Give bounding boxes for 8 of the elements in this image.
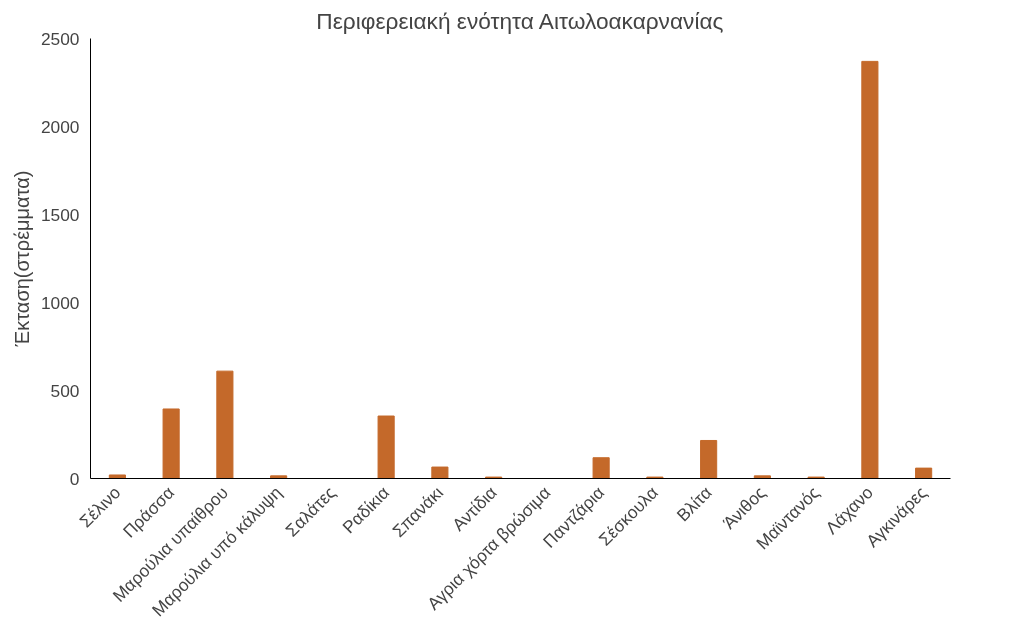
y-tick-label: 0 [69,468,80,489]
y-tick-label: 2000 [40,116,80,137]
y-tick-label: 500 [50,380,80,401]
y-tick-label: 1000 [40,292,80,313]
y-tick-label: 1500 [40,204,80,225]
y-axis-title: Έκταση(στρέμματα) [10,170,33,348]
y-tick-label: 2500 [40,28,80,49]
chart-title: Περιφερειακή ενότητα Αιτωλοακαρνανίας [316,7,724,34]
